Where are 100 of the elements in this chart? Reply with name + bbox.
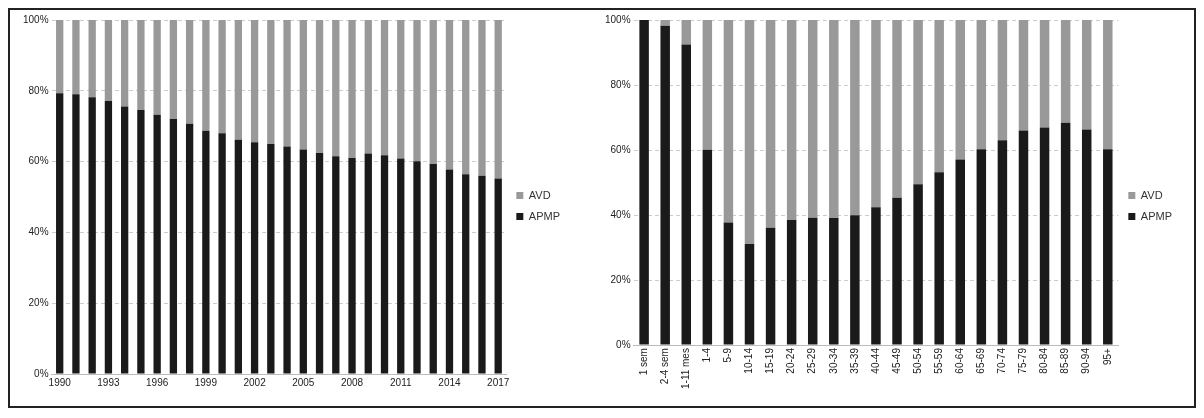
bar (234, 20, 242, 140)
bar (413, 161, 421, 374)
bar (913, 184, 923, 345)
x-tick-label: 30-34 (827, 347, 839, 374)
bar (153, 114, 161, 374)
bar (250, 142, 259, 374)
bar (218, 133, 226, 374)
bar (807, 20, 818, 218)
y-tick-label: 40% (610, 208, 631, 220)
bar (1039, 127, 1050, 345)
bar (137, 20, 145, 110)
legend-label: APMP (1140, 209, 1173, 222)
x-tick-label: 65-69 (975, 347, 987, 374)
bar (1103, 149, 1113, 345)
y-tick-label: 60% (28, 155, 49, 167)
bar (765, 227, 776, 345)
bar (976, 20, 987, 150)
bar (892, 20, 902, 198)
bar (1018, 20, 1029, 131)
bar (283, 146, 291, 374)
x-tick-label: 35-39 (848, 347, 860, 374)
bar (462, 174, 470, 374)
y-tick-label: 0% (616, 338, 631, 350)
x-tick-label: 5-9 (722, 347, 734, 363)
bar (1103, 20, 1113, 150)
bar (871, 207, 881, 345)
y-tick-label: 40% (28, 226, 49, 238)
bar (871, 20, 881, 208)
x-tick-label: 90-94 (1080, 347, 1092, 374)
y-tick-label: 80% (610, 78, 631, 90)
bar (104, 101, 113, 374)
bar (1018, 130, 1029, 345)
bar (744, 20, 755, 244)
x-tick-label: 60-64 (954, 347, 966, 374)
bar (380, 20, 389, 156)
bar (137, 109, 145, 374)
bar (72, 20, 80, 95)
bar (56, 20, 64, 94)
y-tick-label: 0% (34, 367, 49, 379)
bar (765, 20, 776, 228)
bar (786, 219, 797, 345)
x-tick-label: 10-14 (743, 347, 755, 374)
x-tick-label: 2011 (390, 376, 412, 388)
x-tick-label: 85-89 (1059, 347, 1071, 374)
bar (380, 155, 389, 374)
bar (397, 158, 405, 374)
bar (299, 149, 307, 374)
bar (153, 20, 161, 115)
bar (681, 20, 692, 45)
bar (829, 20, 839, 218)
y-tick-label: 100% (605, 13, 631, 25)
bar (429, 164, 437, 374)
legend-label: AVD (1140, 188, 1163, 201)
bar (1081, 20, 1092, 130)
bar (88, 97, 96, 374)
bar (955, 159, 965, 345)
bar (169, 20, 178, 120)
bar (934, 172, 944, 345)
bar (829, 217, 839, 345)
x-tick-label: 1-4 (701, 347, 713, 363)
bar (299, 20, 307, 150)
bar (681, 44, 692, 345)
bar (121, 106, 129, 374)
bar (121, 20, 129, 107)
x-tick-label: 15-19 (764, 347, 776, 374)
y-tick-label: 100% (23, 13, 49, 25)
bar (1060, 20, 1071, 123)
bar (169, 119, 178, 374)
bar (397, 20, 405, 159)
bar (723, 222, 734, 345)
x-tick-label: 1 sem (637, 348, 649, 376)
bar (332, 20, 340, 157)
bar (639, 20, 649, 345)
legend-label: APMP (528, 209, 561, 222)
bar (807, 217, 818, 345)
bar (1060, 122, 1071, 345)
x-tick-label: 1993 (97, 376, 120, 388)
x-tick-label: 2-4 sem (658, 348, 670, 385)
bar (234, 139, 242, 374)
bar (202, 130, 210, 374)
bar (478, 175, 486, 374)
bar (660, 25, 670, 345)
x-tick-label: 1999 (194, 376, 218, 388)
bar (934, 20, 944, 173)
x-tick-label: 1996 (146, 376, 169, 388)
bar (997, 140, 1008, 345)
bar (364, 20, 372, 154)
bar (348, 158, 356, 374)
bar (332, 156, 340, 374)
bar (462, 20, 470, 175)
bar (976, 149, 987, 345)
bar (104, 20, 113, 102)
x-tick-label: 20-24 (785, 347, 797, 374)
bar (478, 20, 486, 176)
bar (955, 20, 965, 160)
bar (202, 20, 210, 131)
bar (445, 169, 454, 374)
bar (997, 20, 1008, 141)
x-tick-label: 2017 (487, 376, 510, 388)
bar (1039, 20, 1050, 128)
